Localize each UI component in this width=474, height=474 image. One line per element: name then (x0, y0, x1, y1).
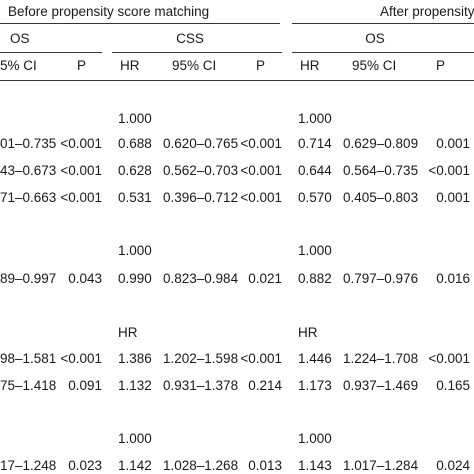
before-matching-title: Before propensity score matching (8, 4, 210, 19)
os-before-rule (0, 52, 102, 53)
os-after-rule (292, 52, 474, 53)
group-css-before: CSS (176, 31, 204, 46)
table-cell: 0.043 (68, 271, 102, 286)
table-cell: 1.173 (298, 378, 332, 393)
table-cell: 0.570 (298, 190, 332, 205)
col-header-p2: P (256, 58, 266, 73)
group-os-after: OS (365, 31, 385, 46)
table-cell: 0.620–0.765 (163, 136, 239, 151)
table-cell: 1.386 (118, 351, 152, 366)
table-cell: <0.001 (428, 163, 470, 178)
table-cell: <0.001 (60, 190, 102, 205)
table-cell: 43–0.673 (0, 163, 57, 178)
table-cell: 0.797–0.976 (343, 271, 419, 286)
table-cell: 1.000 (118, 243, 152, 258)
table-cell: 17–1.248 (0, 458, 57, 473)
table-cell: 0.629–0.809 (343, 136, 419, 151)
table-cell: 0.091 (68, 378, 102, 393)
table-cell: 0.001 (436, 136, 470, 151)
col-header-hr1: HR (120, 58, 140, 73)
table-cell: 1.446 (298, 351, 332, 366)
table-cell: <0.001 (240, 163, 282, 178)
table-cell: 1.202–1.598 (163, 351, 239, 366)
table-cell: 0.165 (436, 378, 470, 393)
table-cell: 0.714 (298, 136, 332, 151)
table-cell: 1.000 (118, 431, 152, 446)
table-cell: 1.142 (118, 458, 152, 473)
table-cell: 0.688 (118, 136, 152, 151)
col-header-hr2: HR (300, 58, 320, 73)
table-cell: 0.644 (298, 163, 332, 178)
table-cell: 1.017–1.284 (343, 458, 419, 473)
table-cell: 0.013 (248, 458, 282, 473)
col-header-p1: P (77, 58, 87, 73)
before-header-rule (0, 23, 280, 24)
table-cell: 1.132 (118, 378, 152, 393)
table-cell: 98–1.581 (0, 351, 57, 366)
col-header-ci-partial: 5% CI (0, 58, 37, 73)
table-cell: 1.000 (298, 111, 332, 126)
table-cell: 0.882 (298, 271, 332, 286)
table-cell: 0.531 (118, 190, 152, 205)
table-cell: <0.001 (240, 190, 282, 205)
table-cell: HR (118, 325, 138, 340)
col-header-ci1: 95% CI (172, 58, 217, 73)
col-header-ci2: 95% CI (352, 58, 397, 73)
table-cell: <0.001 (428, 351, 470, 366)
table-cell: 0.405–0.803 (343, 190, 419, 205)
table-cell: 0.823–0.984 (163, 271, 239, 286)
table-cell: <0.001 (240, 136, 282, 151)
table-cell: 01–0.735 (0, 136, 57, 151)
table-cell: 0.564–0.735 (343, 163, 419, 178)
table-cell: 0.023 (68, 458, 102, 473)
table-cell: 1.028–1.268 (163, 458, 239, 473)
table-cell: 71–0.663 (0, 190, 57, 205)
table-cell: 1.000 (298, 243, 332, 258)
table-cell: 1.224–1.708 (343, 351, 419, 366)
table-cell: 0.214 (248, 378, 282, 393)
table-cell: 0.937–1.469 (343, 378, 419, 393)
table-cell: 0.990 (118, 271, 152, 286)
table-cell: <0.001 (60, 136, 102, 151)
table-cell: 0.396–0.712 (163, 190, 239, 205)
table-cell: <0.001 (240, 351, 282, 366)
after-header-rule (292, 23, 474, 24)
column-header-rule (0, 80, 474, 81)
table-cell: 1.143 (298, 458, 332, 473)
table-cell: 0.016 (436, 271, 470, 286)
table-cell: 89–0.997 (0, 271, 57, 286)
group-os-before: OS (10, 31, 30, 46)
after-matching-title: After propensity (380, 4, 474, 19)
table-cell: <0.001 (60, 163, 102, 178)
table-cell: 1.000 (298, 431, 332, 446)
table-cell: 0.024 (436, 458, 470, 473)
table-cell: 75–1.418 (0, 378, 57, 393)
table-cell: 0.562–0.703 (163, 163, 239, 178)
css-before-rule (112, 52, 282, 53)
table-cell: 0.931–1.378 (163, 378, 239, 393)
table-cell: 0.628 (118, 163, 152, 178)
col-header-p3: P (436, 58, 446, 73)
table-cell: 0.021 (248, 271, 282, 286)
table-cell: <0.001 (60, 351, 102, 366)
table-cell: HR (298, 325, 318, 340)
table-cell: 0.001 (436, 190, 470, 205)
table-cell: 1.000 (118, 111, 152, 126)
